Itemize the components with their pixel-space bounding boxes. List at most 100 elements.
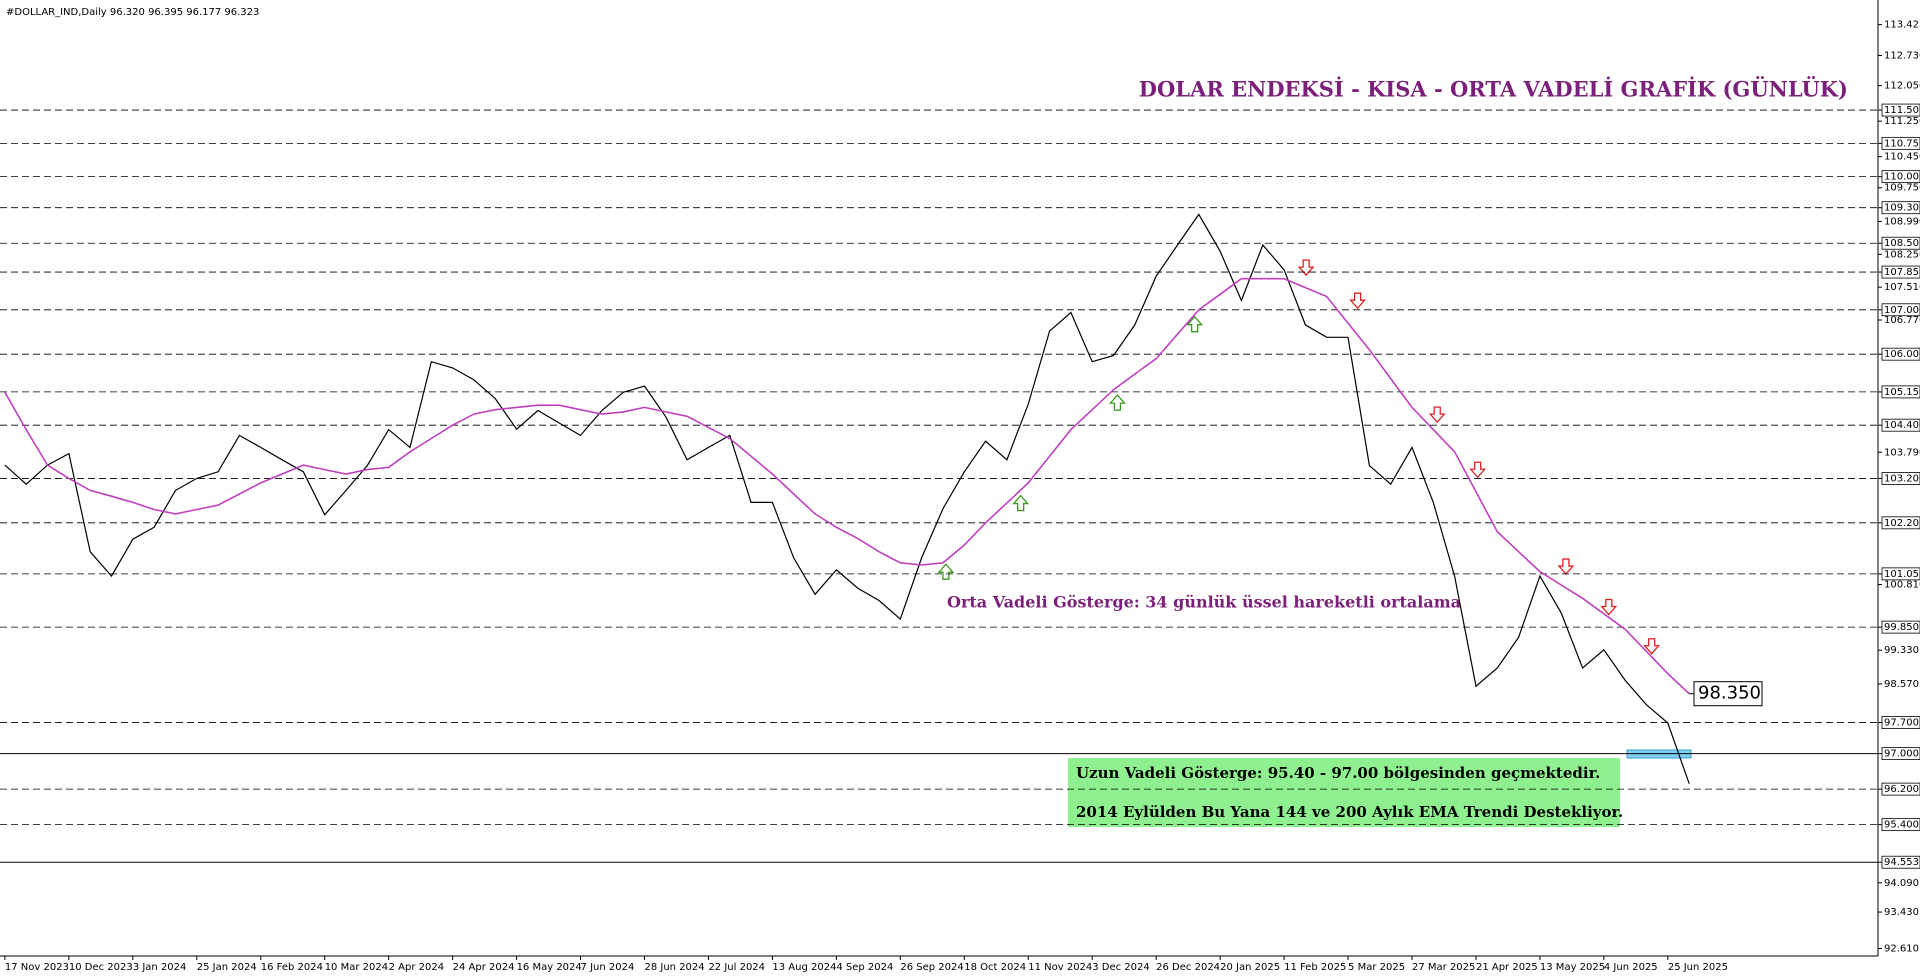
y-tick-label: 107.000 — [1884, 305, 1920, 316]
x-tick-label: 5 Mar 2025 — [1348, 962, 1405, 973]
x-tick-label: 4 Sep 2024 — [836, 962, 893, 973]
y-tick-label: 101.050 — [1884, 569, 1920, 580]
y-tick-label: 100.810 — [1884, 580, 1920, 591]
y-tick-label: 111.250 — [1884, 116, 1920, 127]
level-label-box — [1881, 716, 1920, 729]
y-tick-label: 106.770 — [1884, 315, 1920, 326]
y-tick-label: 109.750 — [1884, 183, 1920, 194]
level-label-box — [1881, 855, 1920, 869]
sell-arrow — [1428, 406, 1446, 424]
x-tick-label: 24 Apr 2024 — [453, 962, 515, 973]
ema-note: Orta Vadeli Gösterge: 34 günlük üssel ha… — [947, 593, 1461, 612]
level-label-box — [1881, 472, 1920, 485]
x-tick-label: 11 Feb 2025 — [1284, 962, 1346, 973]
sell-arrow — [1469, 461, 1487, 479]
level-label-box — [1881, 818, 1920, 832]
x-tick-label: 7 Jun 2024 — [581, 962, 635, 973]
sell-arrow — [1297, 259, 1315, 277]
x-tick-label: 17 Nov 2023 — [5, 962, 69, 973]
level-label-box — [1881, 385, 1920, 399]
level-label-box — [1881, 516, 1920, 530]
x-tick-label: 20 Jan 2025 — [1220, 962, 1280, 973]
info-box — [1068, 758, 1620, 827]
info-line: 2014 Eylülden Bu Yana 144 ve 200 Aylık E… — [1076, 803, 1623, 821]
y-tick-label: 93.430 — [1884, 907, 1919, 918]
y-tick-label: 108.500 — [1884, 238, 1920, 249]
level-label-box — [1881, 782, 1920, 796]
y-tick-label: 99.850 — [1884, 622, 1919, 633]
x-tick-label: 16 May 2024 — [517, 962, 582, 973]
level-label-box — [1881, 236, 1920, 250]
x-tick-label: 3 Dec 2024 — [1092, 962, 1150, 973]
level-label-box — [1881, 265, 1920, 279]
y-tick-label: 99.330 — [1884, 645, 1919, 656]
y-tick-label: 97.700 — [1884, 718, 1919, 729]
series-line — [4, 213, 1690, 784]
y-tick-label: 107.510 — [1884, 282, 1920, 293]
y-tick-label: 108.990 — [1884, 216, 1920, 227]
y-tick-label: 103.790 — [1884, 447, 1920, 458]
x-tick-label: 2 Apr 2024 — [389, 962, 444, 973]
y-tick-label: 109.300 — [1884, 203, 1920, 214]
y-tick-label: 111.500 — [1884, 105, 1920, 116]
chart-title: DOLAR ENDEKSİ - KISA - ORTA VADELİ GRAFİ… — [1139, 77, 1848, 102]
x-tick-label: 25 Jan 2024 — [197, 962, 257, 973]
info-line: Uzun Vadeli Gösterge: 95.40 - 97.00 bölg… — [1076, 764, 1600, 782]
x-tick-label: 10 Mar 2024 — [325, 962, 388, 973]
y-tick-label: 94.090 — [1884, 878, 1919, 889]
level-label-box — [1881, 103, 1920, 117]
chart-header: #DOLLAR_IND,Daily 96.320 96.395 96.177 9… — [6, 7, 259, 18]
x-tick-label: 13 Aug 2024 — [772, 962, 836, 973]
level-label-box — [1881, 747, 1920, 761]
y-tick-label: 102.200 — [1884, 518, 1920, 529]
buy-arrow — [937, 563, 955, 580]
buy-arrow — [1186, 315, 1204, 333]
y-tick-label: 110.450 — [1884, 152, 1920, 163]
x-tick-label: 25 Jun 2025 — [1668, 962, 1728, 973]
level-label-box — [1881, 136, 1920, 150]
level-label-box — [1881, 620, 1920, 634]
y-tick-label: 98.570 — [1884, 679, 1919, 690]
y-tick-label: 112.050 — [1884, 81, 1920, 92]
sell-arrow — [1643, 638, 1661, 655]
y-tick-label: 112.730 — [1884, 50, 1920, 61]
series-line — [4, 277, 1690, 695]
sell-arrow — [1349, 292, 1367, 310]
x-tick-label: 26 Sep 2024 — [900, 962, 963, 973]
x-tick-label: 18 Oct 2024 — [964, 962, 1026, 973]
level-label-box — [1881, 347, 1920, 361]
x-tick-label: 3 Jan 2024 — [133, 962, 187, 973]
x-tick-label: 4 Jun 2025 — [1604, 962, 1658, 973]
signal-arrows — [937, 259, 1661, 655]
x-tick-label: 10 Dec 2023 — [69, 962, 133, 973]
y-tick-label: 107.850 — [1884, 267, 1920, 278]
ema-label: 98.350 — [1698, 683, 1761, 704]
buy-arrow — [1109, 394, 1126, 411]
sell-arrow — [1557, 558, 1575, 576]
y-tick-label: 95.400 — [1884, 820, 1919, 831]
level-label-box — [1881, 201, 1920, 215]
y-tick-label: 110.000 — [1884, 172, 1920, 183]
x-tick-label: 16 Feb 2024 — [261, 962, 323, 973]
x-tick-label: 21 Apr 2025 — [1476, 962, 1538, 973]
x-tick-label: 22 Jul 2024 — [708, 962, 765, 973]
y-tick-label: 113.425 — [1884, 20, 1920, 31]
x-tick-label: 26 Dec 2024 — [1156, 962, 1220, 973]
y-tick-label: 97.000 — [1884, 749, 1919, 760]
level-label-box — [1881, 418, 1920, 432]
level-label-box — [1881, 303, 1920, 317]
y-tick-label: 108.250 — [1884, 249, 1920, 260]
y-tick-label: 105.150 — [1884, 387, 1920, 398]
x-tick-label: 27 Mar 2025 — [1412, 962, 1475, 973]
y-tick-label: 106.000 — [1884, 349, 1920, 360]
level-label-box — [1881, 170, 1920, 184]
x-tick-label: 11 Nov 2024 — [1028, 962, 1092, 973]
y-tick-label: 94.553 — [1884, 857, 1919, 868]
y-tick-label: 96.200 — [1884, 784, 1919, 795]
buy-arrow — [1012, 494, 1030, 512]
x-tick-label: 13 May 2025 — [1540, 962, 1605, 973]
y-tick-label: 103.200 — [1884, 473, 1920, 484]
